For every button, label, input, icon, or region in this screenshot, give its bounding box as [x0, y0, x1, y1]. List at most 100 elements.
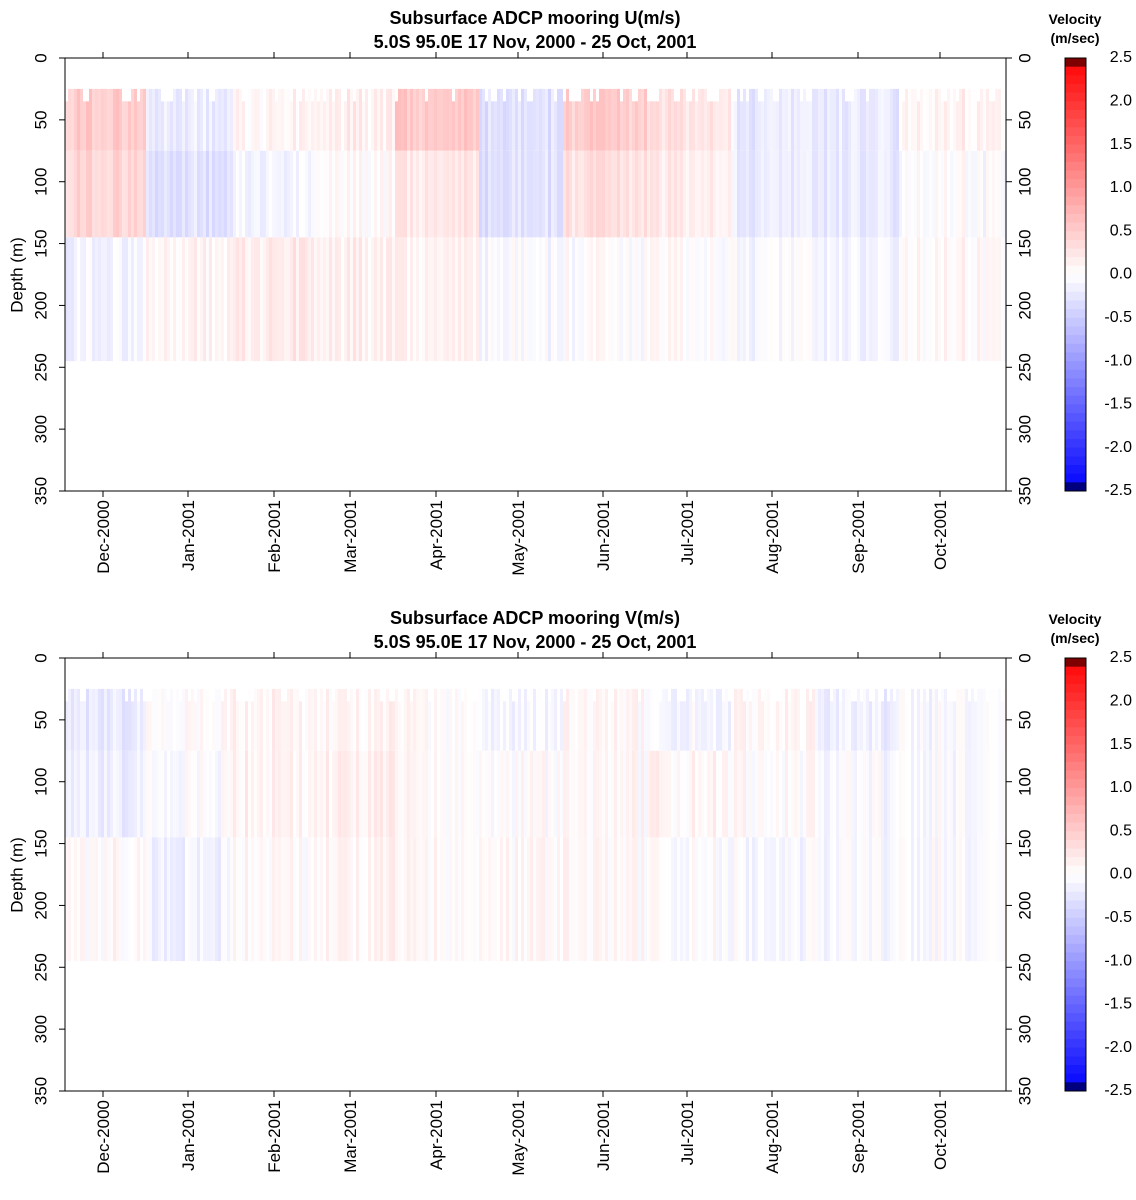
heatmap-cell	[893, 701, 896, 751]
heatmap-cell	[659, 237, 662, 362]
heatmap-cell	[767, 88, 770, 151]
heatmap-cell	[521, 88, 524, 151]
heatmap-cell	[344, 750, 347, 838]
heatmap-cell	[320, 237, 323, 362]
heatmap-cell	[299, 150, 302, 238]
heatmap-cell	[635, 101, 638, 151]
heatmap-cell	[137, 101, 140, 151]
heatmap-cell	[740, 101, 743, 151]
heatmap-cell	[611, 88, 614, 151]
heatmap-cell	[677, 101, 680, 151]
heatmap-cell	[536, 237, 539, 362]
heatmap-cell	[647, 750, 650, 838]
heatmap-cell	[197, 750, 200, 838]
heatmap-cell	[491, 150, 494, 238]
heatmap-cell	[482, 750, 485, 838]
heatmap-cell	[185, 237, 188, 362]
colorbar-swatch	[1065, 666, 1086, 676]
heatmap-cell	[794, 837, 797, 962]
heatmap-cell	[908, 88, 911, 151]
heatmap-cell	[179, 701, 182, 751]
heatmap-cell	[902, 101, 905, 151]
heatmap-cell	[809, 150, 812, 238]
heatmap-cell	[305, 237, 308, 362]
heatmap-cell	[884, 150, 887, 238]
heatmap-cell	[311, 101, 314, 151]
heatmap-cell	[386, 750, 389, 838]
heatmap-cell	[242, 701, 245, 751]
heatmap-cell	[275, 150, 278, 238]
heatmap-cell	[983, 88, 986, 151]
heatmap-cell	[587, 237, 590, 362]
heatmap-cell	[611, 701, 614, 751]
colorbar-swatch	[1065, 170, 1086, 180]
heatmap-cell	[848, 150, 851, 238]
heatmap-cell	[140, 750, 143, 838]
heatmap-cell	[323, 101, 326, 151]
heatmap-cell	[683, 837, 686, 962]
heatmap-cell	[221, 237, 224, 362]
heatmap-cell	[860, 837, 863, 962]
heatmap-cell	[332, 701, 335, 751]
heatmap-cell	[278, 688, 281, 751]
heatmap-cell	[719, 88, 722, 151]
y-tick-label-right: 350	[1015, 1077, 1034, 1105]
heatmap-cell	[221, 88, 224, 151]
heatmap-cell	[173, 88, 176, 151]
heatmap-cell	[236, 88, 239, 151]
heatmap-cell	[362, 688, 365, 751]
heatmap-cell	[890, 237, 893, 362]
heatmap-cell	[908, 837, 911, 962]
y-tick-label-left: 200	[31, 891, 50, 919]
heatmap-cell	[659, 88, 662, 151]
heatmap-cell	[329, 88, 332, 151]
heatmap-cell	[611, 237, 614, 362]
heatmap-cell	[617, 88, 620, 151]
heatmap-cell	[350, 237, 353, 362]
heatmap-cell	[335, 88, 338, 151]
heatmap-cell	[242, 750, 245, 838]
heatmap-cell	[272, 688, 275, 751]
heatmap-cell	[542, 837, 545, 962]
heatmap-cell	[68, 750, 71, 838]
heatmap-cell	[851, 701, 854, 751]
heatmap-cell	[920, 750, 923, 838]
heatmap-cell	[494, 101, 497, 151]
heatmap-cell	[926, 237, 929, 362]
heatmap-cell	[890, 688, 893, 751]
heatmap-cell	[287, 237, 290, 362]
heatmap-cell	[302, 701, 305, 751]
heatmap-cell	[674, 101, 677, 151]
heatmap-cell	[110, 750, 113, 838]
heatmap-cell	[77, 237, 80, 362]
heatmap-cell	[965, 837, 968, 962]
heatmap-cell	[377, 837, 380, 962]
heatmap-cell	[71, 750, 74, 838]
heatmap-cell	[773, 237, 776, 362]
heatmap-cell	[557, 837, 560, 962]
heatmap-cell	[776, 701, 779, 751]
heatmap-cell	[92, 237, 95, 362]
heatmap-cell	[407, 88, 410, 151]
heatmap-cell	[593, 837, 596, 962]
heatmap-cell	[962, 237, 965, 362]
heatmap-cell	[317, 837, 320, 962]
heatmap-cell	[689, 237, 692, 362]
heatmap-cell	[821, 150, 824, 238]
heatmap-cell	[518, 237, 521, 362]
heatmap-cell	[923, 237, 926, 362]
heatmap-cell	[914, 750, 917, 838]
heatmap-cell	[698, 688, 701, 751]
heatmap-cell	[587, 750, 590, 838]
heatmap-cell	[251, 837, 254, 962]
heatmap-cell	[506, 88, 509, 151]
heatmap-cell	[548, 837, 551, 962]
heatmap-cell	[791, 150, 794, 238]
heatmap-cell	[86, 237, 89, 362]
heatmap-cell	[236, 750, 239, 838]
heatmap-cell	[884, 837, 887, 962]
colorbar-swatch	[1065, 692, 1086, 702]
heatmap-cell	[995, 237, 998, 362]
heatmap-cell	[653, 101, 656, 151]
heatmap-cell	[482, 150, 485, 238]
